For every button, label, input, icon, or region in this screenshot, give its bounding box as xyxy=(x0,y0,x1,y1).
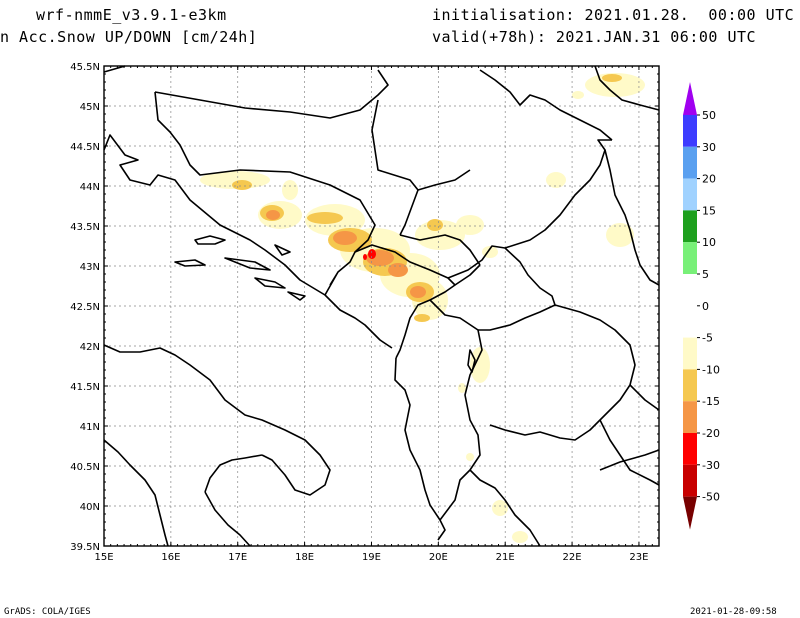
colorbar-label: 15 xyxy=(702,204,716,217)
lat-tick-label: 41N xyxy=(80,422,100,433)
lat-tick-label: 44.5N xyxy=(70,142,100,153)
lat-tick-label: 43.5N xyxy=(70,222,100,233)
lon-tick-label: 20E xyxy=(429,552,448,563)
lon-tick-label: 21E xyxy=(496,552,515,563)
colorbar-segment xyxy=(683,274,697,306)
lon-tick-label: 22E xyxy=(563,552,582,563)
colorbar-top-arrow xyxy=(683,82,697,115)
colorbar-label: 5 xyxy=(702,268,709,281)
colorbar-label: 20 xyxy=(702,173,716,186)
colorbar-segment xyxy=(683,242,697,274)
lat-tick-label: 40N xyxy=(80,502,100,513)
lon-tick-label: 17E xyxy=(228,552,247,563)
colorbar-segment xyxy=(683,464,697,497)
colorbar-segment xyxy=(683,146,697,179)
colorbar-label: 30 xyxy=(702,141,716,154)
colorbar-label: -10 xyxy=(702,363,720,376)
lat-lon-grid xyxy=(104,66,659,546)
colorbar-label: -15 xyxy=(702,395,720,408)
colorbar-segment xyxy=(683,115,697,147)
lon-tick-label: 16E xyxy=(161,552,180,563)
colorbar-label: 0 xyxy=(702,300,709,313)
colorbar-label: -20 xyxy=(702,427,720,440)
lon-tick-label: 18E xyxy=(295,552,314,563)
lat-tick-label: 43N xyxy=(80,262,100,273)
colorbar-segment xyxy=(683,210,697,243)
lat-tick-label: 41.5N xyxy=(70,382,100,393)
lat-tick-label: 44N xyxy=(80,182,100,193)
colorbar-label: -5 xyxy=(702,332,713,345)
axis-tick-marks xyxy=(103,65,659,547)
colorbar-label: 50 xyxy=(702,109,716,122)
colorbar-segment xyxy=(683,337,697,370)
colorbar-segment xyxy=(683,178,697,211)
lat-tick-label: 42N xyxy=(80,342,100,353)
colorbar-label: -30 xyxy=(702,459,720,472)
snow-field-shading xyxy=(200,73,645,543)
lat-tick-label: 40.5N xyxy=(70,462,100,473)
lon-tick-label: 15E xyxy=(94,552,113,563)
field-title: n Acc.Snow UP/DOWN [cm/24h] xyxy=(0,28,258,46)
colorbar-label: 10 xyxy=(702,236,716,249)
lon-tick-label: 23E xyxy=(629,552,648,563)
colorbar-segment xyxy=(683,305,697,338)
colorbar-segment xyxy=(683,369,697,402)
lat-tick-label: 45.5N xyxy=(70,62,100,73)
lat-tick-label: 42.5N xyxy=(70,302,100,313)
grads-credit: GrADS: COLA/IGES xyxy=(4,607,91,617)
coastlines-borders xyxy=(103,65,660,547)
valid-time: valid(+78h): 2021.JAN.31 06:00 UTC xyxy=(432,28,757,46)
colorbar-bottom-arrow xyxy=(683,496,697,530)
colorbar-label: -50 xyxy=(702,491,720,504)
colorbar-segment xyxy=(683,401,697,433)
lat-tick-label: 39.5N xyxy=(70,542,100,553)
lat-tick-label: 45N xyxy=(80,102,100,113)
colorbar-segment xyxy=(683,433,697,465)
lon-tick-label: 19E xyxy=(362,552,381,563)
render-timestamp: 2021-01-28-09:58 xyxy=(690,607,777,617)
model-name: wrf-nmmE_v3.9.1-e3km xyxy=(36,6,227,24)
init-time: initialisation: 2021.01.28. 00:00 UTC xyxy=(432,6,795,24)
